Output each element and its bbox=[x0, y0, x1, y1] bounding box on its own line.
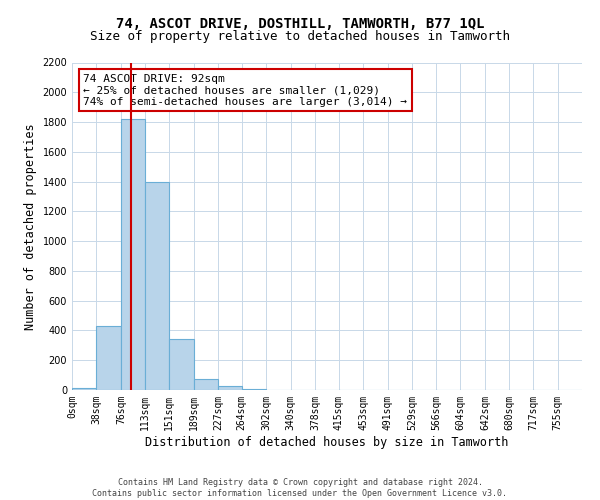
Bar bbox=[218, 386, 242, 390]
Bar bbox=[72, 388, 97, 390]
Text: Contains HM Land Registry data © Crown copyright and database right 2024.
Contai: Contains HM Land Registry data © Crown c… bbox=[92, 478, 508, 498]
Text: 74 ASCOT DRIVE: 92sqm
← 25% of detached houses are smaller (1,029)
74% of semi-d: 74 ASCOT DRIVE: 92sqm ← 25% of detached … bbox=[83, 74, 407, 107]
X-axis label: Distribution of detached houses by size in Tamworth: Distribution of detached houses by size … bbox=[145, 436, 509, 448]
Bar bbox=[169, 340, 194, 390]
Bar bbox=[121, 119, 145, 390]
Bar bbox=[145, 182, 169, 390]
Y-axis label: Number of detached properties: Number of detached properties bbox=[24, 123, 37, 330]
Text: 74, ASCOT DRIVE, DOSTHILL, TAMWORTH, B77 1QL: 74, ASCOT DRIVE, DOSTHILL, TAMWORTH, B77… bbox=[116, 18, 484, 32]
Text: Size of property relative to detached houses in Tamworth: Size of property relative to detached ho… bbox=[90, 30, 510, 43]
Bar bbox=[97, 326, 121, 390]
Bar bbox=[194, 379, 218, 390]
